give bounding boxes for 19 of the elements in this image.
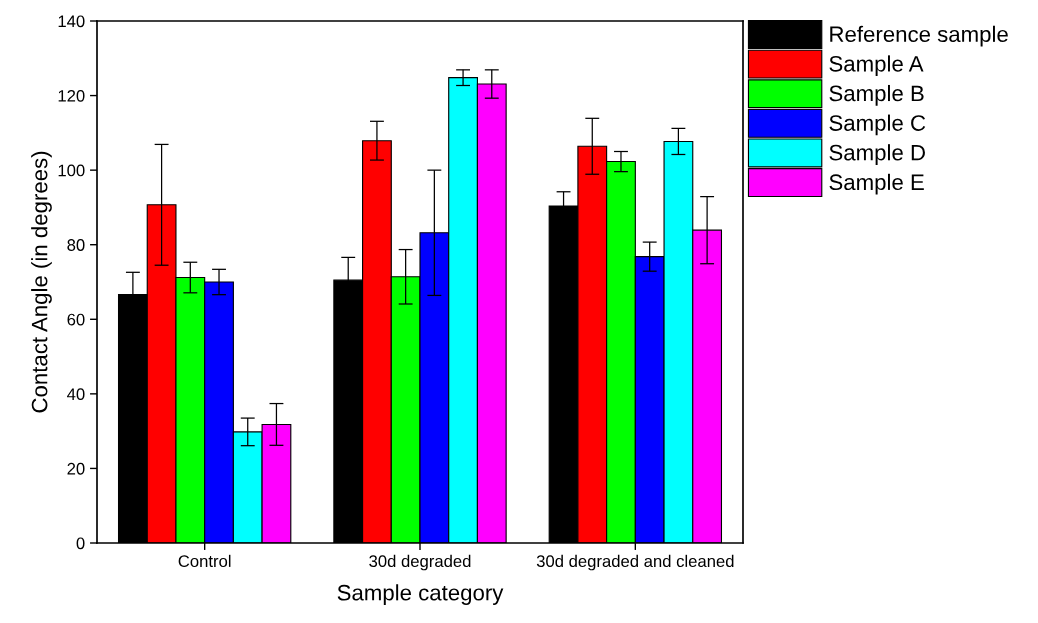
y-tick-label: 60	[67, 313, 85, 326]
x-tick-label: 30d degraded and cleaned	[536, 554, 734, 571]
x-axis-title: Sample category	[337, 584, 504, 605]
x-tick-label: Control	[178, 554, 231, 568]
legend-label: Sample B	[829, 84, 924, 106]
x-tick-label: 30d degraded	[369, 554, 471, 571]
y-tick-label: 140	[58, 15, 85, 28]
y-tick-label: 20	[67, 462, 85, 475]
y-tick-label: 40	[67, 388, 85, 401]
y-axis-title: Contact Angle (in degrees)	[31, 151, 52, 413]
y-tick-label: 120	[58, 89, 85, 102]
y-tick-label: 100	[58, 164, 85, 177]
legend-label: Sample E	[829, 173, 924, 195]
y-tick-label: 80	[67, 239, 85, 251]
y-tick-label: 0	[76, 537, 85, 550]
legend-label: Sample A	[829, 55, 924, 77]
legend-label: Reference sample	[830, 25, 1008, 47]
legend-label: Sample D	[829, 144, 925, 165]
legend-label: Sample C	[829, 114, 926, 136]
